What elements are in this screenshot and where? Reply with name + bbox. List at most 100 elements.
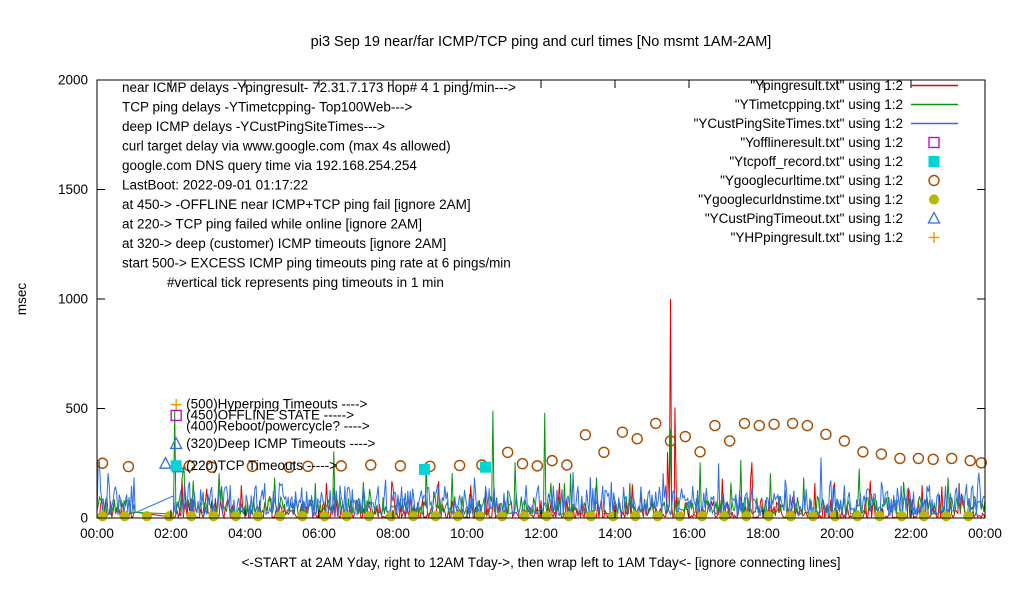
legend: "Ypingresult.txt" using 1:2 "YTimetcpping… (694, 78, 958, 245)
point-google-curl-dns-time (918, 511, 930, 522)
plot-frame: 00:00 02:00 04:00 06:00 08:00 10:00 12:00 14:00… (58, 73, 1002, 542)
point-google-curl-time (598, 446, 610, 458)
point-google-curl-dns-time (474, 511, 486, 522)
legend-marker-sample (928, 136, 940, 149)
point-cust-ping-timeout (158, 456, 173, 469)
point-tcp-offline-record (418, 463, 430, 475)
point-google-curl-dns-time (319, 511, 330, 522)
point-google-curl-dns-time (208, 511, 219, 522)
point-google-curl-dns-time (275, 511, 286, 522)
point-google-curl-time (679, 430, 691, 443)
series-deep-icmp-ping (96, 457, 986, 517)
point-google-curl-dns-time (608, 511, 619, 522)
x-tick-label: 04:00 (228, 526, 262, 541)
point-google-curl-time (838, 435, 851, 447)
y-tick-label: 1000 (58, 292, 88, 307)
x-tick-label: 14:00 (598, 526, 632, 541)
level-annotation-label: (400)Reboot/powercycle? ----> (186, 418, 370, 433)
info-annotation: google.com DNS query time via 192.168.25… (122, 158, 417, 173)
legend-label: "YCustPingSiteTimes.txt" using 1:2 (694, 116, 903, 131)
x-tick-label: 18:00 (746, 526, 780, 541)
y-tick-label: 0 (80, 511, 88, 526)
chart-title: pi3 Sep 19 near/far ICMP/TCP ping and cu… (311, 34, 772, 50)
point-google-curl-time (205, 461, 218, 473)
point-google-curl-time (694, 446, 706, 458)
legend-label: "YHPpingresult.txt" using 1:2 (731, 230, 903, 245)
point-google-curl-time (283, 461, 296, 473)
point-google-curl-time (335, 460, 347, 472)
x-axis-label: <-START at 2AM Yday, right to 12AM Tday-… (242, 555, 841, 570)
x-tick-label: 10:00 (450, 526, 484, 541)
point-google-curl-time (724, 435, 736, 447)
point-google-curl-dns-time (497, 511, 508, 522)
level-annotation-marker (170, 399, 182, 410)
info-annotation: start 500-> EXCESS ICMP ping timeouts pi… (122, 256, 511, 271)
point-google-curl-dns-time (141, 511, 153, 522)
level-annotation-marker (169, 436, 183, 450)
point-google-curl-dns-time (719, 511, 730, 522)
info-annotation: near ICMP delays -Ypingresult- 72.31.7.1… (122, 80, 516, 95)
x-tick-label: 12:00 (524, 526, 558, 541)
legend-label: "Ygooglecurldnstime.txt" using 1:2 (698, 192, 903, 207)
x-tick-label: 16:00 (672, 526, 706, 541)
point-google-curl-time (768, 418, 780, 430)
y-tick-label: 2000 (58, 73, 88, 88)
point-google-curl-dns-time (164, 511, 175, 522)
info-annotation: at 450-> -OFFLINE near ICMP+TCP ping fai… (122, 197, 471, 212)
point-google-curl-time (664, 435, 677, 447)
point-google-curl-time (394, 460, 407, 472)
y-tick-label: 500 (65, 401, 88, 416)
point-google-curl-dns-time (763, 511, 774, 522)
y-tick-label: 1500 (58, 182, 88, 197)
level-annotation-label: (500)Hyperping Timeouts ----> (186, 397, 367, 412)
point-google-curl-time (516, 457, 529, 470)
point-google-curl-dns-time (341, 511, 352, 522)
point-google-curl-dns-time (230, 511, 241, 522)
point-google-curl-dns-time (941, 511, 952, 522)
point-google-curl-dns-time (252, 511, 264, 522)
legend-label: "Ypingresult.txt" using 1:2 (750, 78, 903, 93)
point-google-curl-dns-time (430, 511, 441, 522)
x-tick-label: 00:00 (80, 526, 114, 541)
point-google-curl-dns-time (830, 511, 841, 522)
legend-marker-sample (928, 232, 940, 243)
point-google-curl-time (820, 428, 832, 441)
legend-marker-sample (928, 156, 940, 167)
point-google-curl-dns-time (452, 511, 463, 522)
point-google-curl-dns-time (563, 511, 574, 522)
legend-marker-sample (927, 211, 941, 224)
point-google-curl-dns-time (630, 511, 641, 522)
point-google-curl-time (122, 460, 135, 473)
annotation-layer: near ICMP delays -Ypingresult- 72.31.7.1… (122, 80, 516, 473)
point-google-curl-time (502, 446, 514, 458)
point-google-curl-time (946, 452, 958, 465)
point-google-curl-time (96, 457, 109, 469)
point-google-curl-dns-time (386, 511, 397, 522)
point-google-curl-time (453, 459, 466, 472)
point-google-curl-time (365, 459, 377, 471)
point-google-curl-time (616, 426, 629, 438)
legend-marker-sample (928, 194, 940, 205)
info-annotation: LastBoot: 2022-09-01 01:17:22 (122, 178, 308, 193)
level-annotation-label: (220)TCP Timeouts -----> (186, 458, 337, 473)
point-google-curl-time (546, 454, 558, 467)
x-tick-label: 06:00 (302, 526, 336, 541)
info-annotation: TCP ping delays -YTimetcpping- Top100Web… (122, 100, 412, 115)
x-tick-label: 20:00 (820, 526, 854, 541)
point-google-curl-time (709, 419, 721, 432)
point-google-curl-dns-time (652, 511, 663, 522)
point-google-curl-time (875, 448, 888, 460)
point-google-curl-time (912, 452, 925, 465)
point-google-curl-dns-time (852, 511, 863, 522)
x-tick-label: 02:00 (154, 526, 188, 541)
level-annotation-marker (170, 409, 182, 422)
level-annotation-label: (320)Deep ICMP Timeouts ----> (186, 436, 375, 451)
legend-label: "Yofflineresult.txt" using 1:2 (740, 135, 903, 150)
point-google-curl-dns-time (363, 511, 375, 522)
point-google-curl-time (857, 446, 869, 458)
point-google-curl-dns-time (874, 511, 885, 522)
point-google-curl-time (975, 457, 987, 469)
point-google-curl-dns-time (785, 511, 796, 522)
point-google-curl-time (801, 419, 814, 432)
